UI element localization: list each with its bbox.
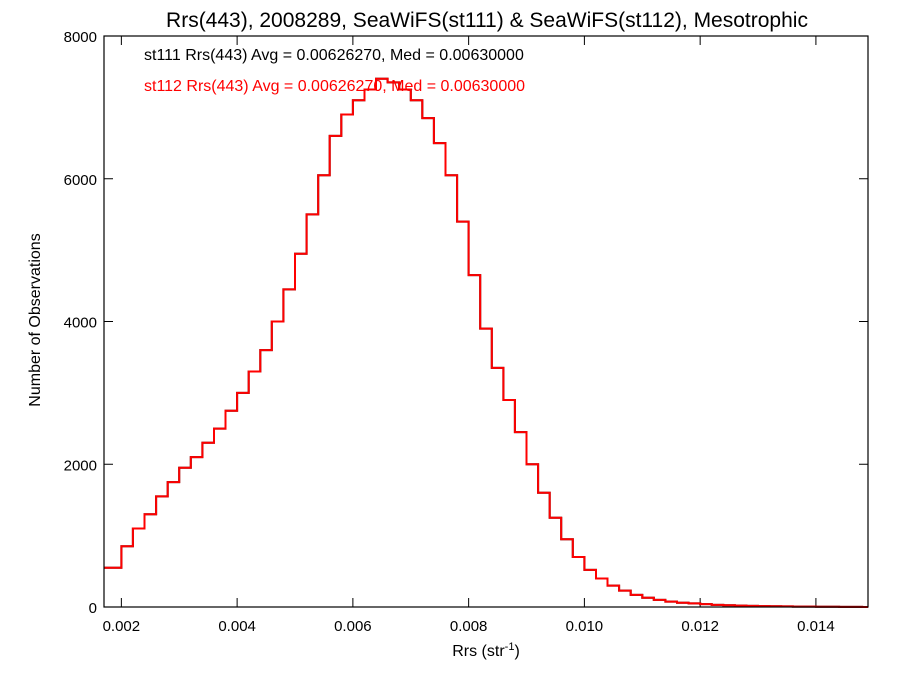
x-axis-label-main: Rrs (str	[452, 643, 505, 660]
y-axis-label: Number of Observations	[27, 233, 44, 406]
x-tick-label: 0.008	[450, 618, 488, 635]
x-axis-label-superscript: -1	[505, 641, 515, 653]
x-tick-label: 0.012	[681, 618, 719, 635]
chart-title: Rrs(443), 2008289, SeaWiFS(st111) & SeaW…	[166, 9, 808, 32]
x-tick-label: 0.010	[566, 618, 604, 635]
series-st112-line	[104, 77, 868, 608]
y-tick-label: 2000	[64, 457, 97, 474]
x-tick-label: 0.004	[218, 618, 256, 635]
axis-ticks: 0.002 0.004 0.006 0.008 0.010 0.012 0.014 0 2000…	[64, 29, 868, 635]
series-layer	[104, 77, 868, 608]
x-axis-label: Rrs (str-1)	[452, 641, 520, 660]
plot-frame	[103, 35, 869, 608]
y-tick-label: 8000	[64, 29, 97, 46]
x-tick-label: 0.014	[797, 618, 835, 635]
y-tick-label: 4000	[64, 315, 97, 332]
x-tick-label: 0.002	[103, 618, 141, 635]
y-tick-label: 6000	[64, 172, 97, 189]
x-axis-label-close: )	[514, 643, 519, 660]
y-tick-label: 0	[89, 600, 97, 617]
series-st111-line	[104, 77, 868, 608]
annotation-st112: st112 Rrs(443) Avg = 0.00626270, Med = 0…	[144, 78, 525, 95]
annotation-st111: st111 Rrs(443) Avg = 0.00626270, Med = 0…	[144, 47, 524, 64]
x-tick-label: 0.006	[334, 618, 372, 635]
